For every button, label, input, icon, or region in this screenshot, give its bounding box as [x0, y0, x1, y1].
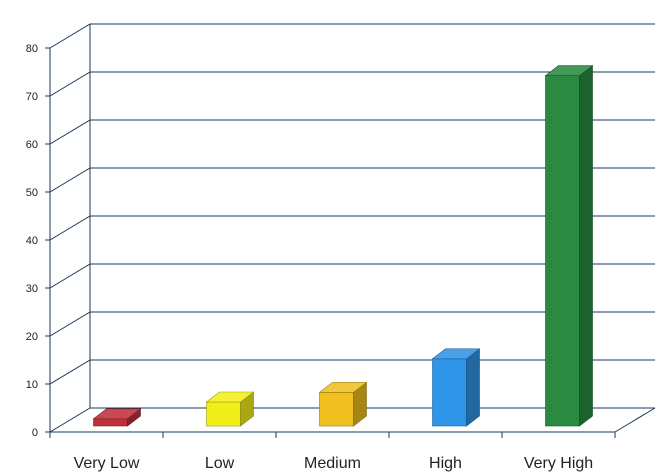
y-tick-label-10: 10 — [26, 379, 38, 391]
x-category-label-medium: Medium — [304, 455, 361, 472]
bar-front-face — [319, 392, 354, 427]
bar-front-face — [93, 418, 128, 427]
x-category-labels: Very Low Low Medium High Very High — [74, 455, 594, 472]
bar-top-face — [431, 348, 481, 360]
y-tick-label-40: 40 — [26, 235, 38, 247]
bar-very-high — [544, 64, 594, 427]
bar-front-face — [545, 75, 580, 427]
bar-front-face — [206, 401, 241, 427]
y-tick-label-80: 80 — [26, 43, 38, 55]
y-tick-labels: 0 10 20 30 40 50 60 70 80 — [26, 43, 38, 439]
x-category-label-very-high: Very High — [524, 455, 593, 472]
gridline-80 — [49, 23, 655, 49]
bars — [92, 64, 594, 427]
bar-high — [431, 348, 481, 427]
y-tick-label-0: 0 — [32, 427, 38, 439]
bar-very-low — [92, 408, 142, 427]
y-tick-label-50: 50 — [26, 187, 38, 199]
bar-top-face — [205, 391, 255, 403]
x-category-label-low: Low — [205, 455, 235, 472]
x-axis-right-edge — [614, 407, 656, 433]
x-category-label-very-low: Very Low — [74, 455, 140, 472]
bar-side-face — [466, 348, 480, 427]
bar-medium — [318, 381, 368, 427]
bar-top-face — [318, 382, 368, 393]
y-tick-label-30: 30 — [26, 283, 38, 295]
bar-front-face — [432, 358, 467, 427]
axes — [45, 24, 656, 438]
bar-top-face — [544, 65, 594, 76]
y-tick-label-60: 60 — [26, 139, 38, 151]
bar-side-face — [579, 64, 593, 427]
bar-top-face — [92, 408, 142, 420]
x-category-label-high: High — [429, 455, 462, 472]
y-tick-label-70: 70 — [26, 91, 38, 103]
y-tick-label-20: 20 — [26, 331, 38, 343]
bar-low — [205, 391, 255, 427]
